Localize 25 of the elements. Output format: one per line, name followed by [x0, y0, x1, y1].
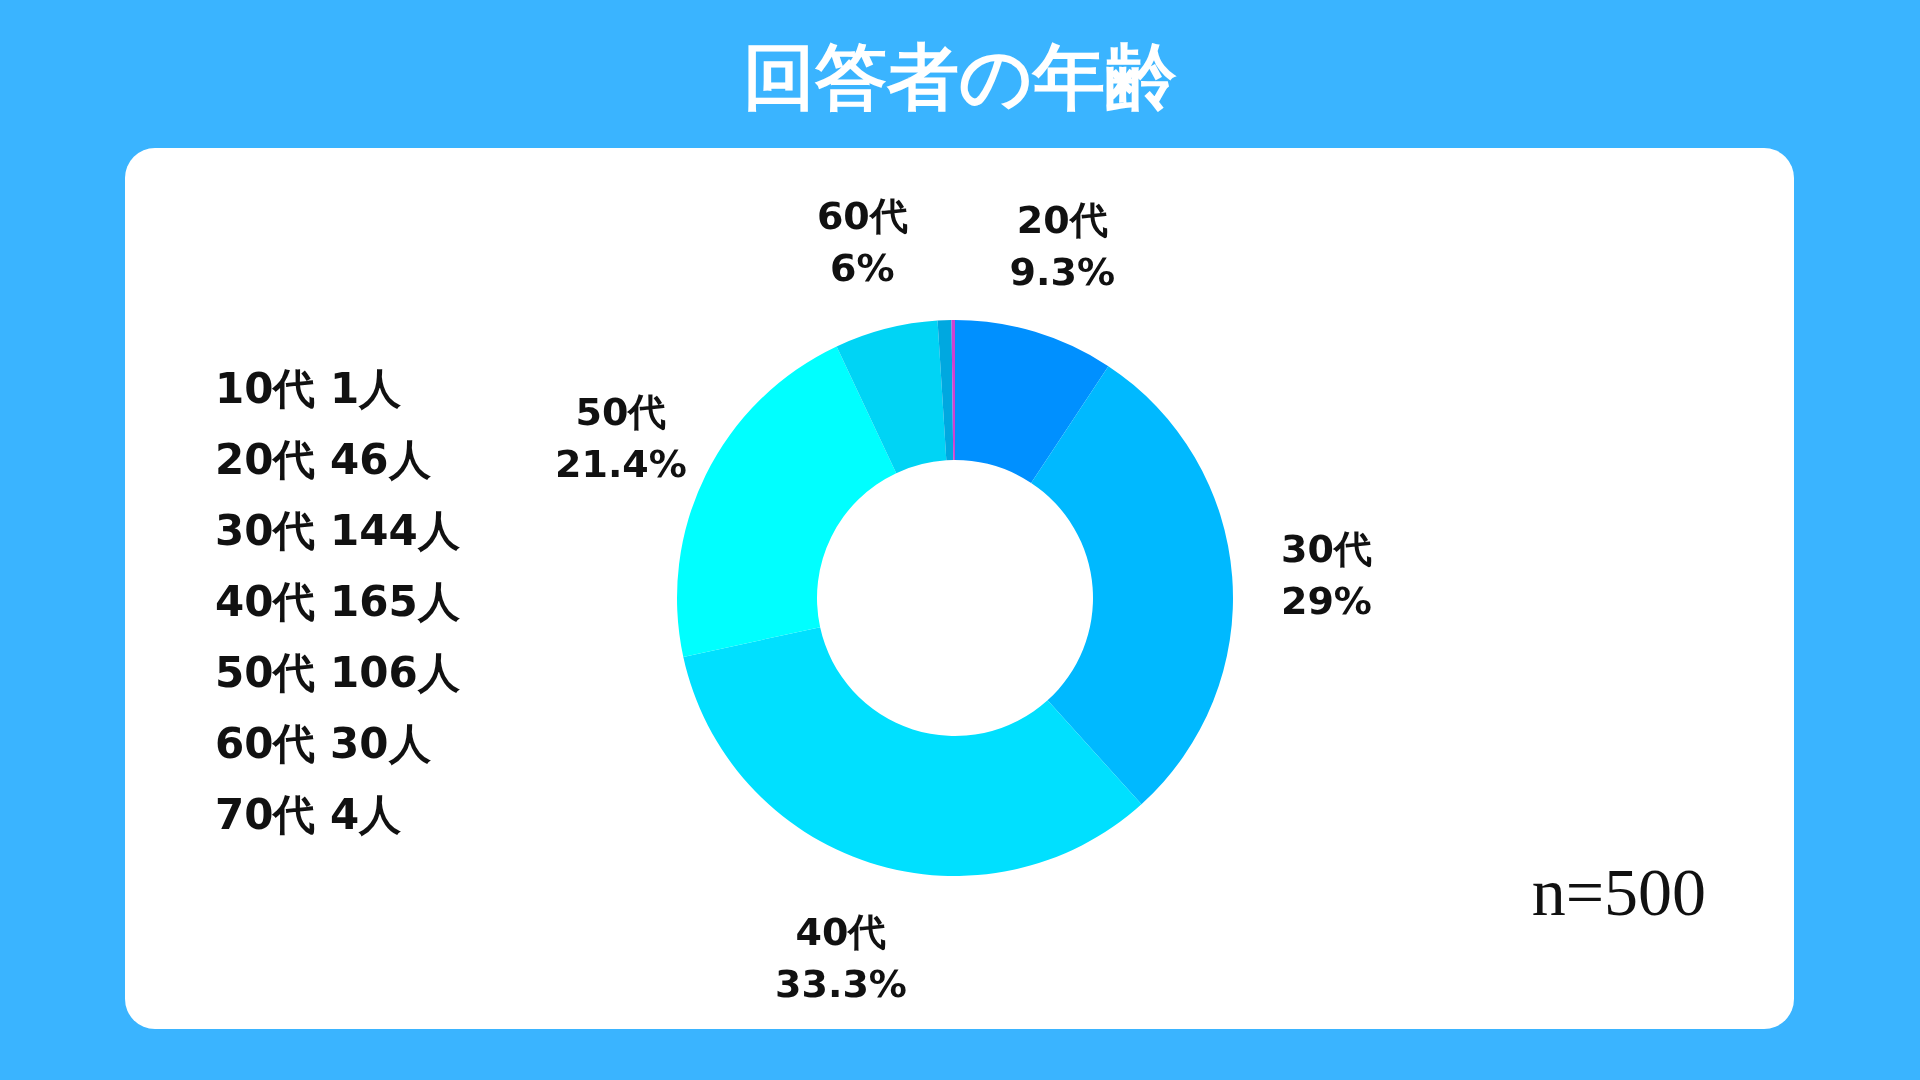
data-label: 21.4% [555, 442, 687, 487]
donut-slice [836, 320, 947, 474]
slice-label: 50代 [575, 390, 667, 435]
text: 70代 4人 [215, 789, 403, 841]
slice-label: 40代 [795, 909, 887, 954]
text: 50代 106人 [215, 647, 460, 699]
data-label: 29% [1280, 578, 1372, 623]
data-label: 6% [830, 246, 895, 291]
text: 60代 30人 [215, 718, 432, 770]
slice-label: 30代 [1281, 526, 1372, 571]
slice-label: 20代 [1016, 198, 1108, 243]
data-label: 33.3% [775, 961, 907, 1006]
donut-slice [955, 320, 1109, 483]
text: n=500 [1531, 853, 1706, 932]
text: 20代 46人 [215, 434, 432, 486]
text: 10代 1人 [215, 363, 403, 415]
donut-slice [937, 320, 954, 461]
donut-slice [951, 320, 955, 461]
data-label: 9.3% [1009, 250, 1115, 295]
text: 40代 165人 [215, 576, 460, 628]
donut-slice [683, 627, 1142, 876]
chart-title: 回答者の年齢 [742, 34, 1178, 121]
slice-label: 60代 [816, 194, 908, 239]
donut-slice [1031, 366, 1233, 805]
text: 30代 144人 [215, 505, 460, 557]
